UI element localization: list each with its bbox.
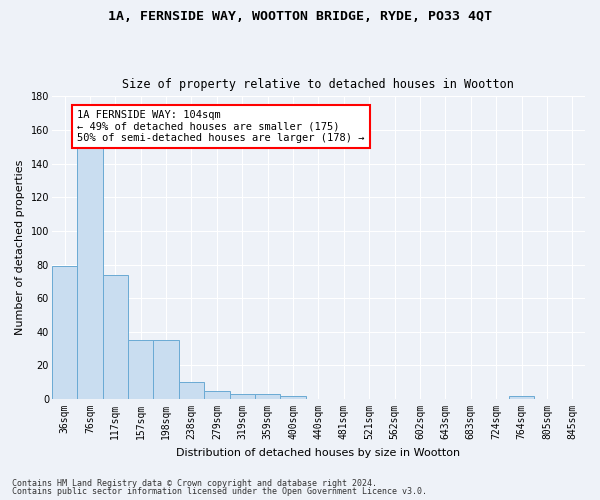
Text: Contains public sector information licensed under the Open Government Licence v3: Contains public sector information licen… [12, 487, 427, 496]
Y-axis label: Number of detached properties: Number of detached properties [15, 160, 25, 336]
Bar [103, 274, 128, 399]
Bar [230, 394, 255, 399]
Bar [509, 396, 534, 399]
Bar [179, 382, 204, 399]
Title: Size of property relative to detached houses in Wootton: Size of property relative to detached ho… [122, 78, 514, 91]
X-axis label: Distribution of detached houses by size in Wootton: Distribution of detached houses by size … [176, 448, 460, 458]
Text: 1A FERNSIDE WAY: 104sqm
← 49% of detached houses are smaller (175)
50% of semi-d: 1A FERNSIDE WAY: 104sqm ← 49% of detache… [77, 110, 365, 143]
Bar [204, 390, 230, 399]
Bar [128, 340, 154, 399]
Bar [52, 266, 77, 399]
Text: Contains HM Land Registry data © Crown copyright and database right 2024.: Contains HM Land Registry data © Crown c… [12, 478, 377, 488]
Bar [77, 145, 103, 399]
Bar [280, 396, 306, 399]
Bar [255, 394, 280, 399]
Text: 1A, FERNSIDE WAY, WOOTTON BRIDGE, RYDE, PO33 4QT: 1A, FERNSIDE WAY, WOOTTON BRIDGE, RYDE, … [108, 10, 492, 23]
Bar [154, 340, 179, 399]
